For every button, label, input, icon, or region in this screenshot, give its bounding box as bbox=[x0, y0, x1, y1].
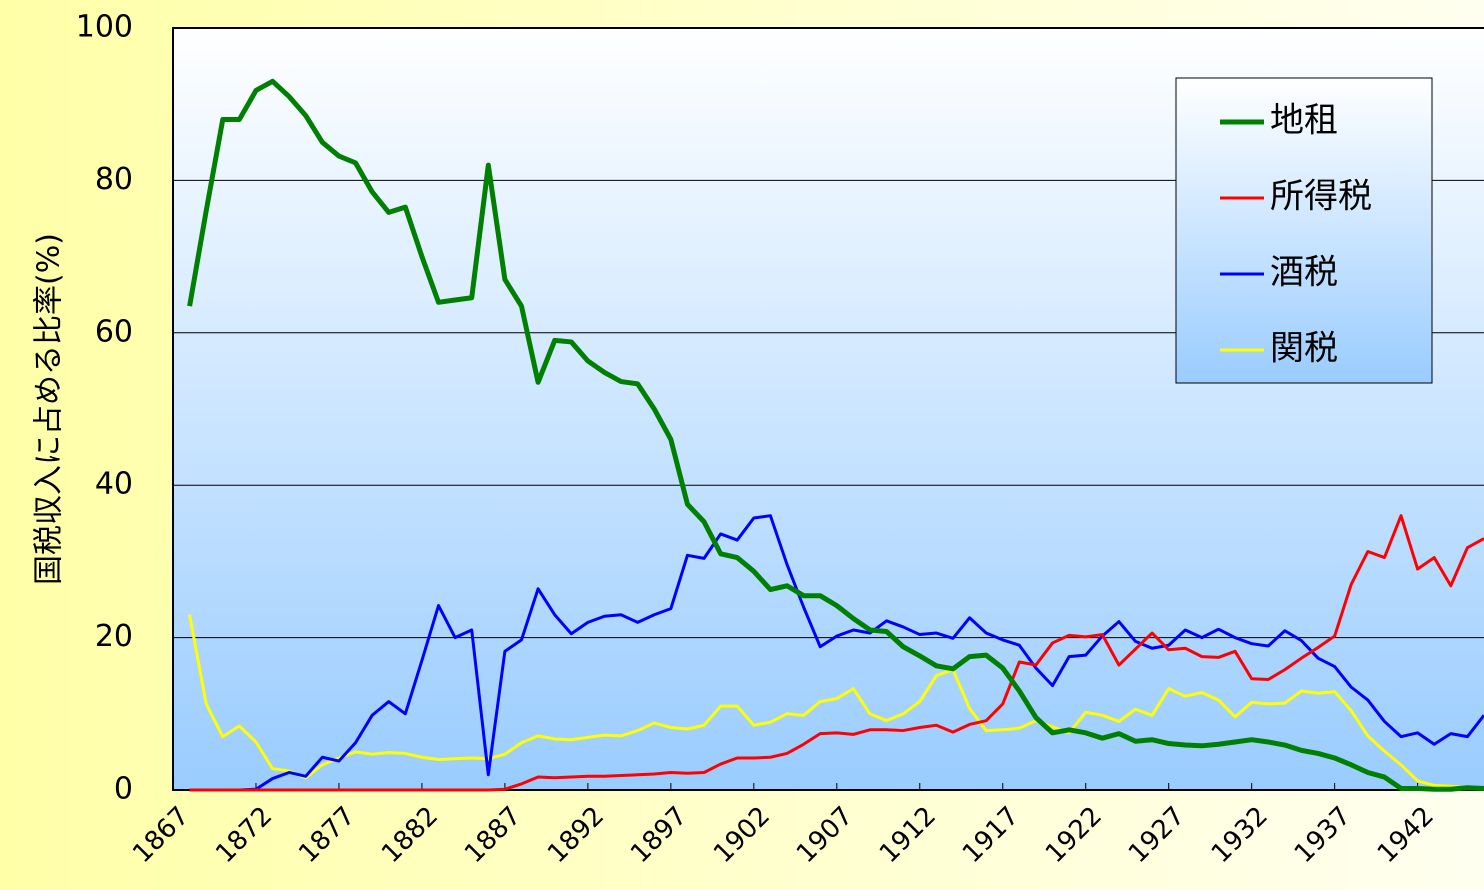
series-line bbox=[188, 614, 1484, 790]
y-tick-label: 100 bbox=[76, 10, 133, 45]
y-tick-label: 20 bbox=[95, 619, 133, 654]
series-line bbox=[187, 78, 1484, 792]
legend-label: 酒税 bbox=[1270, 253, 1338, 293]
legend-label: 地租 bbox=[1270, 101, 1338, 141]
y-axis-label: 国税収入に占める比率(%) bbox=[32, 233, 67, 585]
y-tick-label: 60 bbox=[95, 314, 133, 349]
legend-label: 関税 bbox=[1270, 329, 1338, 369]
series-line bbox=[189, 514, 1484, 792]
legend-box bbox=[1175, 77, 1433, 384]
y-tick-label: 0 bbox=[114, 772, 133, 807]
legend-label: 所得税 bbox=[1270, 177, 1372, 217]
y-tick-label: 80 bbox=[95, 162, 133, 197]
series-line bbox=[189, 514, 1484, 792]
y-tick-label: 40 bbox=[95, 467, 133, 502]
